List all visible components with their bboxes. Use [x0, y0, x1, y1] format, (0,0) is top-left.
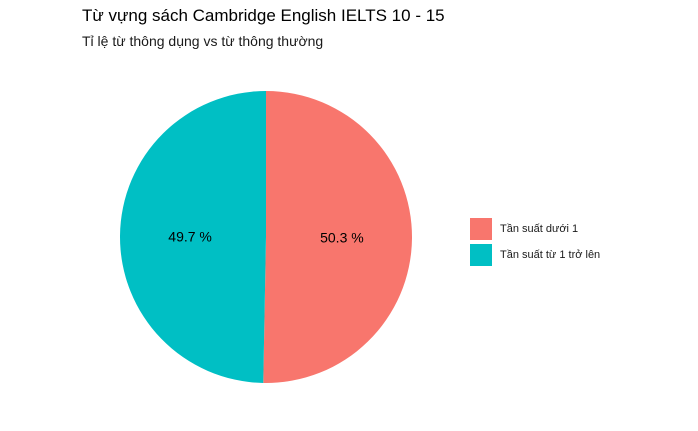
pie-label-0: 50.3 % — [320, 230, 364, 246]
legend-label-1-or-more: Tần suất từ 1 trở lên — [500, 249, 601, 261]
legend-item-under-1: Tần suất dưới 1 — [470, 217, 600, 241]
legend-label-under-1: Tần suất dưới 1 — [500, 223, 579, 235]
legend: Tần suất dưới 1 Tần suất từ 1 trở lên — [470, 217, 600, 269]
legend-item-1-or-more: Tần suất từ 1 trở lên — [470, 243, 600, 267]
chart-title: Từ vựng sách Cambridge English IELTS 10 … — [82, 6, 445, 25]
legend-swatch-1-or-more — [470, 244, 492, 266]
pie-slice-1 — [119, 91, 266, 383]
pie-label-1: 49.7 % — [168, 228, 212, 244]
pie-slice-0 — [263, 91, 412, 383]
legend-swatch-under-1 — [470, 218, 492, 240]
chart-subtitle: Tỉ lệ từ thông dụng vs từ thông thường — [82, 33, 324, 49]
